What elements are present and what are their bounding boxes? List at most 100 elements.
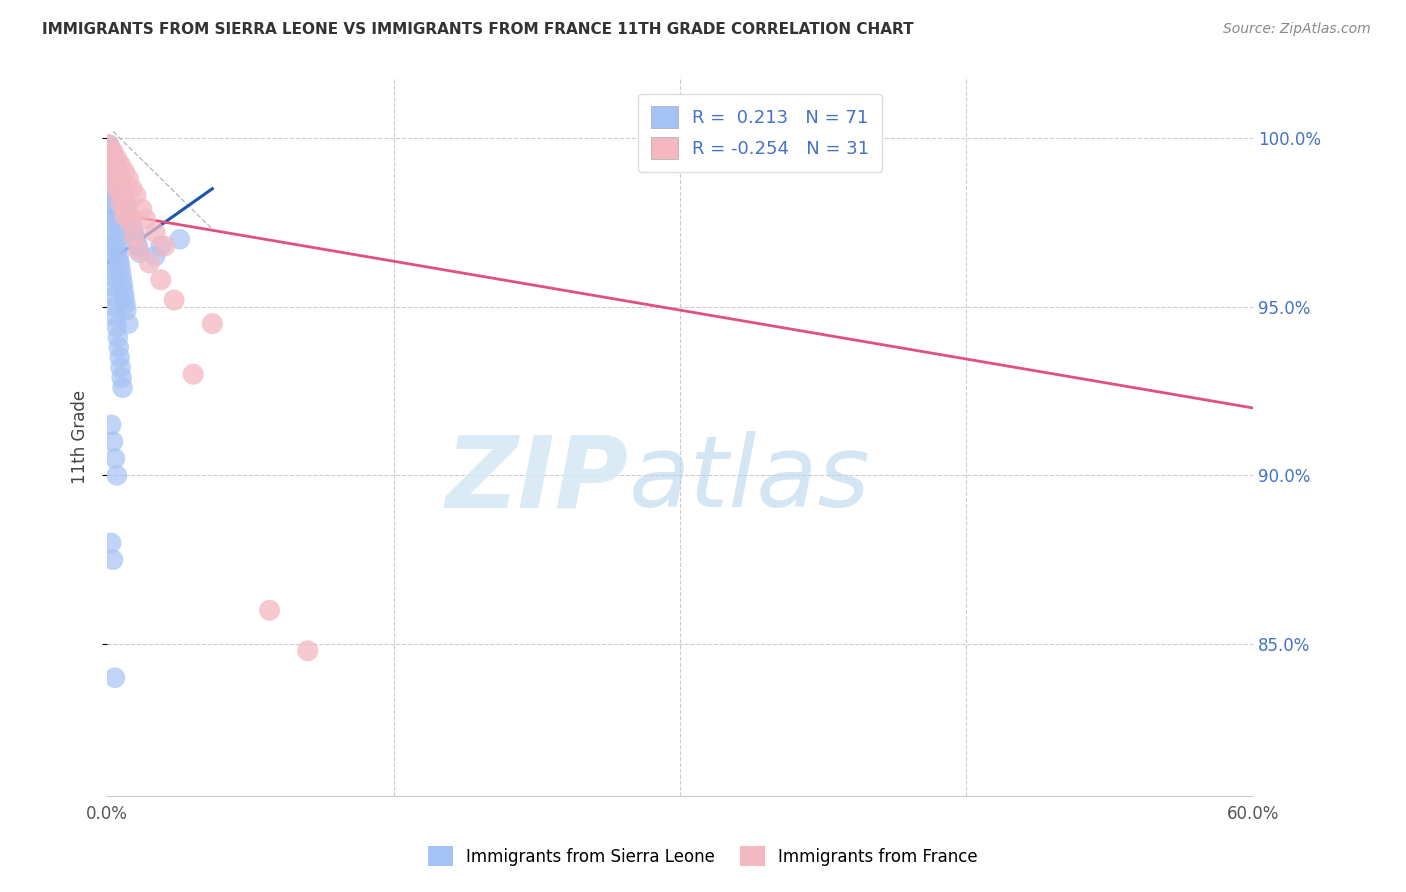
Point [101,202,124,216]
Point [103,290,125,304]
Point [127,243,149,257]
Text: ZIP: ZIP [446,431,628,528]
Point [98,141,121,155]
Point [104,158,127,172]
Point [105,468,128,483]
Point [101,152,124,166]
Point [117,317,139,331]
Point [110,195,132,210]
Point [181,368,204,382]
Point [149,273,172,287]
Point [100,260,122,274]
Point [105,320,128,334]
Point [107,330,129,344]
Point [98,188,121,202]
Point [101,269,124,284]
Point [107,243,129,257]
Point [111,276,134,290]
Point [153,239,176,253]
Point [104,161,127,176]
Point [111,381,134,395]
Point [117,205,139,219]
Point [134,212,156,227]
Point [98,137,121,152]
Point [114,290,136,304]
Point [110,269,132,284]
Point [110,182,132,196]
Point [100,536,122,550]
Point [169,232,191,246]
Point [114,192,136,206]
Point [297,644,319,658]
Point [101,168,124,182]
Point [120,212,142,227]
Point [111,185,134,199]
Point [107,171,129,186]
Point [105,182,128,196]
Point [112,283,135,297]
Point [110,158,132,172]
Point [104,310,127,324]
Point [104,671,127,685]
Point [104,161,127,176]
Point [107,168,129,182]
Point [120,215,142,229]
Point [114,195,136,210]
Point [259,603,281,617]
Point [163,293,186,307]
Text: IMMIGRANTS FROM SIERRA LEONE VS IMMIGRANTS FROM FRANCE 11TH GRADE CORRELATION CH: IMMIGRANTS FROM SIERRA LEONE VS IMMIGRAN… [42,22,914,37]
Point [115,303,138,318]
Point [98,137,121,152]
Point [104,300,127,314]
Point [125,232,148,246]
Point [100,417,122,432]
Point [143,249,166,263]
Point [114,209,136,223]
Point [121,219,143,233]
Point [107,249,129,263]
Legend: Immigrants from Sierra Leone, Immigrants from France: Immigrants from Sierra Leone, Immigrants… [419,838,987,875]
Point [98,249,121,263]
Point [107,340,129,354]
Point [114,296,136,310]
Point [114,165,136,179]
Point [103,154,125,169]
Point [121,182,143,196]
Point [101,148,124,162]
Point [115,198,138,212]
Point [108,175,131,189]
Point [111,188,134,202]
Legend: R =  0.213   N = 71, R = -0.254   N = 31: R = 0.213 N = 71, R = -0.254 N = 31 [638,94,882,172]
Point [110,178,132,193]
Point [110,262,132,277]
Point [100,145,122,159]
Point [108,256,131,270]
Point [104,229,127,244]
Point [98,239,121,253]
Y-axis label: 11th Grade: 11th Grade [72,390,89,483]
Point [128,245,150,260]
Point [101,279,124,293]
Point [107,175,129,189]
Text: Source: ZipAtlas.com: Source: ZipAtlas.com [1223,22,1371,37]
Point [101,145,124,159]
Point [105,152,128,166]
Point [110,360,132,375]
Point [122,229,145,244]
Point [104,451,127,466]
Point [104,222,127,236]
Point [101,209,124,223]
Point [138,256,160,270]
Point [100,148,122,162]
Point [108,351,131,365]
Point [127,239,149,253]
Point [101,434,124,449]
Point [125,188,148,202]
Point [112,188,135,202]
Point [131,202,153,216]
Point [105,235,128,250]
Point [110,370,132,384]
Point [101,552,124,566]
Point [98,182,121,196]
Point [115,202,138,216]
